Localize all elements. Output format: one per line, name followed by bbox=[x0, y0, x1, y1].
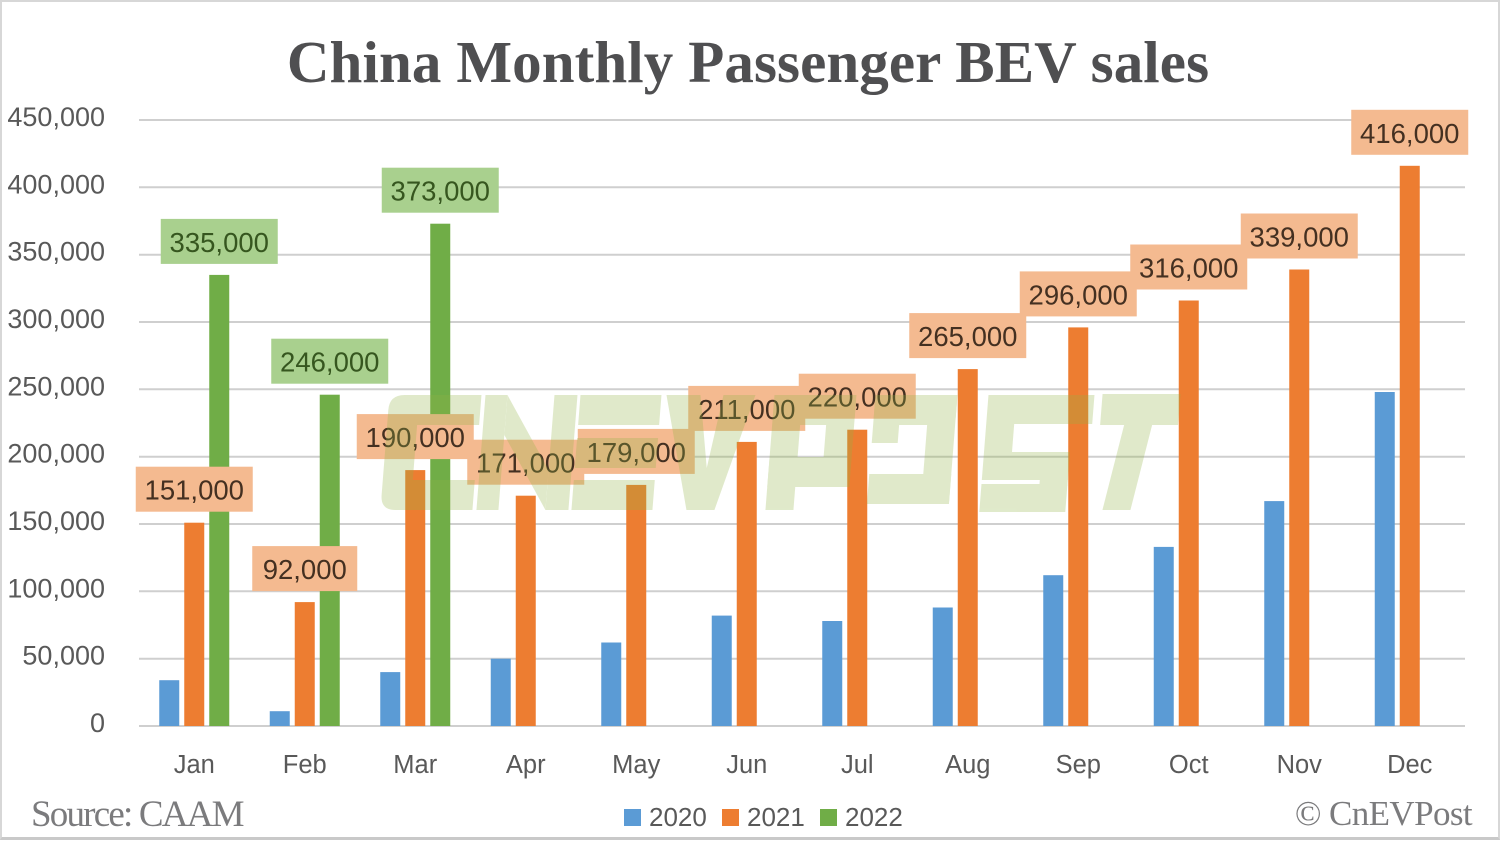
svg-text:220,000: 220,000 bbox=[808, 382, 907, 413]
svg-text:2022: 2022 bbox=[845, 802, 903, 832]
svg-text:Apr: Apr bbox=[506, 751, 546, 779]
svg-text:179,000: 179,000 bbox=[587, 437, 686, 468]
svg-text:Dec: Dec bbox=[1387, 751, 1433, 779]
svg-text:Mar: Mar bbox=[393, 751, 437, 779]
svg-text:335,000: 335,000 bbox=[170, 227, 269, 258]
svg-text:0: 0 bbox=[90, 708, 105, 738]
svg-text:450,000: 450,000 bbox=[7, 102, 105, 132]
svg-text:50,000: 50,000 bbox=[22, 641, 105, 671]
svg-text:100,000: 100,000 bbox=[7, 573, 105, 603]
svg-text:May: May bbox=[612, 751, 660, 779]
svg-text:296,000: 296,000 bbox=[1029, 279, 1128, 310]
svg-text:2020: 2020 bbox=[649, 802, 707, 832]
svg-text:Nov: Nov bbox=[1277, 751, 1323, 779]
svg-text:250,000: 250,000 bbox=[7, 371, 105, 401]
svg-text:211,000: 211,000 bbox=[698, 394, 795, 425]
svg-text:150,000: 150,000 bbox=[7, 506, 105, 536]
svg-text:373,000: 373,000 bbox=[391, 176, 490, 207]
svg-text:339,000: 339,000 bbox=[1250, 222, 1349, 253]
svg-text:246,000: 246,000 bbox=[280, 347, 379, 378]
svg-text:Jul: Jul bbox=[841, 751, 874, 779]
svg-text:200,000: 200,000 bbox=[7, 439, 105, 469]
svg-text:416,000: 416,000 bbox=[1360, 118, 1459, 149]
svg-text:300,000: 300,000 bbox=[7, 304, 105, 334]
svg-text:316,000: 316,000 bbox=[1139, 253, 1238, 284]
svg-text:Aug: Aug bbox=[945, 751, 990, 779]
svg-text:265,000: 265,000 bbox=[918, 321, 1017, 352]
svg-text:92,000: 92,000 bbox=[263, 554, 347, 585]
svg-text:Feb: Feb bbox=[283, 751, 327, 779]
svg-text:151,000: 151,000 bbox=[145, 475, 244, 506]
svg-text:Sep: Sep bbox=[1056, 751, 1101, 779]
svg-text:171,000: 171,000 bbox=[476, 448, 575, 479]
svg-text:350,000: 350,000 bbox=[7, 237, 105, 267]
svg-text:2021: 2021 bbox=[747, 802, 805, 832]
svg-text:Jun: Jun bbox=[726, 751, 767, 779]
svg-text:400,000: 400,000 bbox=[7, 169, 105, 199]
svg-text:190,000: 190,000 bbox=[366, 422, 465, 453]
svg-text:Oct: Oct bbox=[1169, 751, 1209, 779]
svg-text:Jan: Jan bbox=[174, 751, 215, 779]
